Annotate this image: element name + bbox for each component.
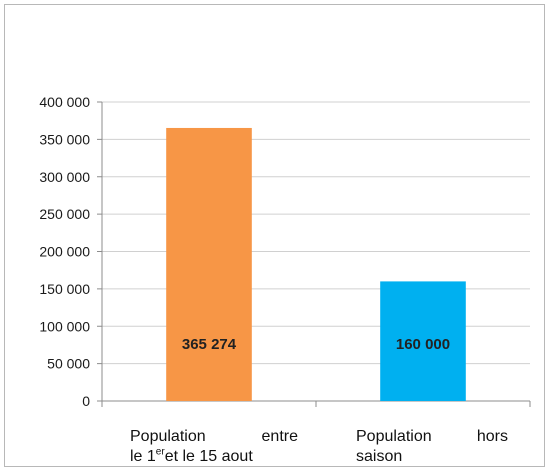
y-tick-label-8: 400 000	[39, 94, 90, 110]
category-label-2-word-2: hors	[476, 428, 508, 445]
bar-2	[380, 281, 466, 401]
category-label-2: Population hors saison	[356, 427, 508, 467]
y-tick-label-5: 250 000	[39, 206, 90, 222]
y-tick-label-6: 300 000	[39, 169, 90, 185]
category-label-1-text-2: le 1er et le 15 aout	[130, 446, 253, 465]
category-label-2-line-1: Population hors	[356, 427, 508, 447]
category-label-1: Population entre le 1er et le 15 aout	[130, 427, 298, 467]
data-label-2: 160 000	[396, 336, 450, 353]
y-tick-label-1: 50 000	[47, 356, 90, 372]
y-tick-label-0: 0	[82, 393, 90, 409]
category-label-1-line-2: le 1er et le 15 aout	[130, 447, 298, 467]
bar-1	[166, 127, 252, 401]
data-label-1: 365 274	[182, 336, 237, 353]
category-label-2-text-2: saison	[356, 448, 403, 465]
category-label-1-word-2: entre	[261, 428, 298, 445]
y-tick-label-7: 350 000	[39, 131, 90, 147]
category-label-2-line-2: saison	[356, 447, 508, 467]
y-tick-label-3: 150 000	[39, 281, 90, 297]
y-tick-label-2: 100 000	[39, 318, 90, 334]
superscript-er: er	[155, 446, 165, 458]
category-label-1-word-1: Population	[130, 428, 206, 445]
category-label-1-line-1: Population entre	[130, 427, 298, 447]
y-tick-label-4: 200 000	[39, 244, 90, 260]
category-label-2-word-1: Population	[356, 428, 432, 445]
